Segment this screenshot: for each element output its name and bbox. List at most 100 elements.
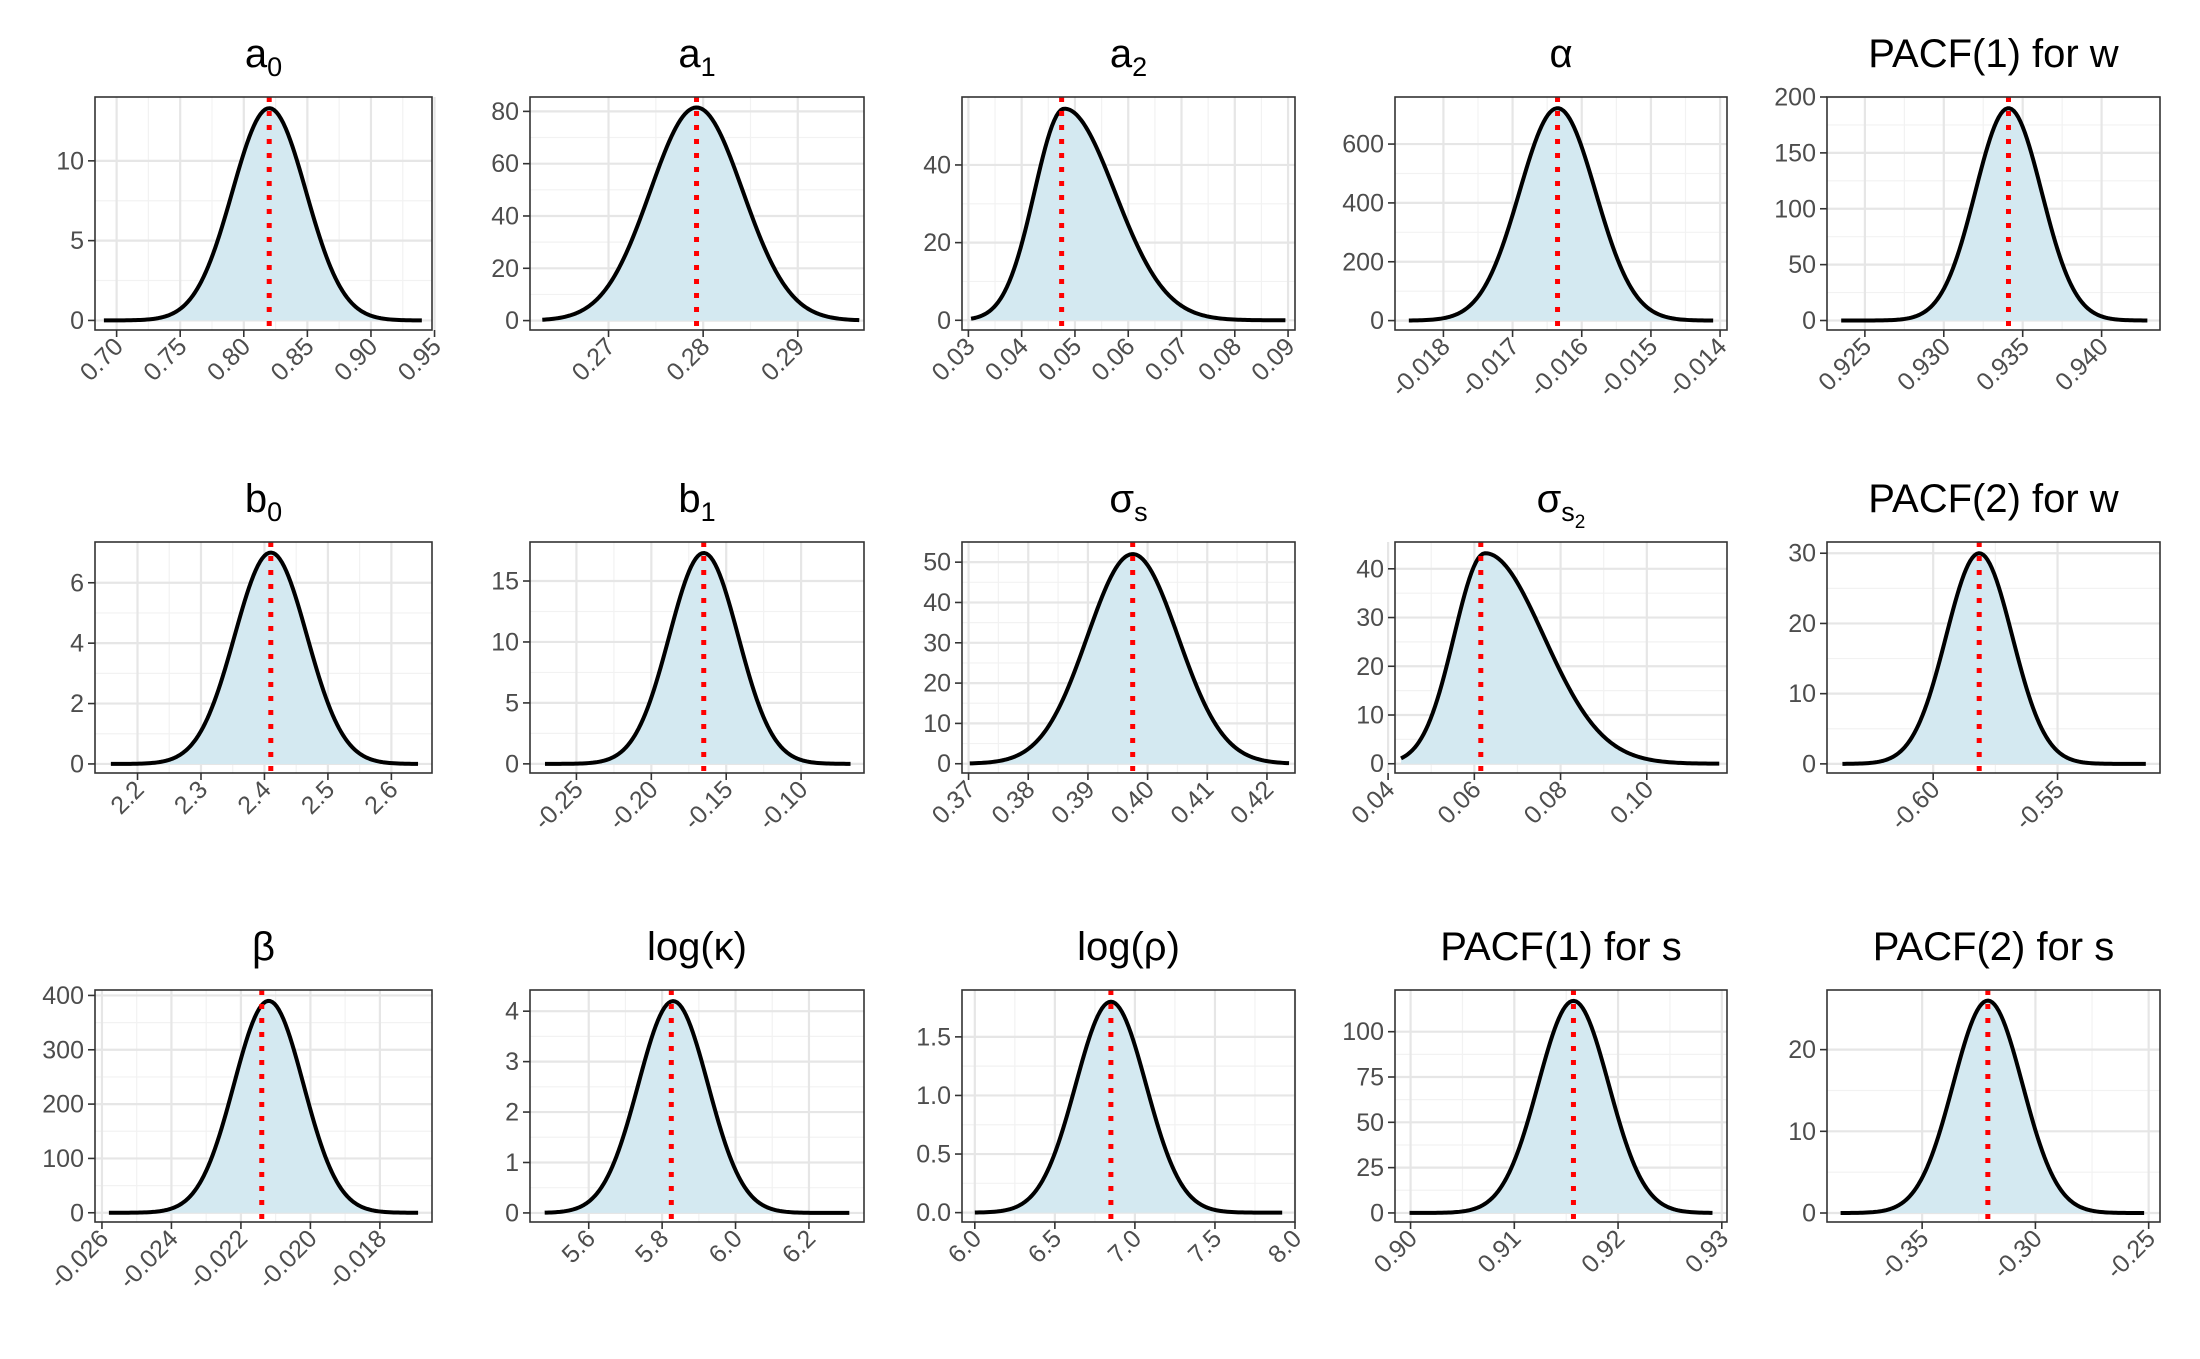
y-tick-label: 40 xyxy=(491,202,519,230)
density-curve xyxy=(110,550,419,766)
y-tick-label: 2 xyxy=(505,1099,519,1127)
panel-title: α xyxy=(1549,32,1572,76)
x-tick-label: 0.90 xyxy=(1369,1224,1423,1278)
y-tick-label: 40 xyxy=(1356,555,1384,583)
y-tick-label: 20 xyxy=(923,670,951,698)
y-tick-label: 75 xyxy=(1356,1064,1384,1092)
x-tick-label: 0.27 xyxy=(567,332,621,386)
panel-7: 0 10 20 30 40 50 0.37 0.38 0.39 0.40 0.41 0.42 σs xyxy=(923,477,1296,830)
x-tick-label: -0.015 xyxy=(1593,332,1663,402)
x-tick-label: 2.6 xyxy=(359,775,403,819)
density-area xyxy=(1409,1000,1713,1213)
panel-border xyxy=(961,541,1296,774)
density-area xyxy=(1840,1000,2145,1214)
x-tick-label: 0.41 xyxy=(1165,775,1219,829)
y-tick-label: 50 xyxy=(1788,251,1816,279)
x-tick-label: -0.017 xyxy=(1455,332,1525,402)
y-tick-label: 0 xyxy=(70,307,84,335)
x-tick-label: 0.06 xyxy=(1432,775,1486,829)
density-area xyxy=(544,553,851,764)
panel-title: a1 xyxy=(678,32,715,82)
x-tick-label: -0.55 xyxy=(2010,775,2070,835)
x-tick-label: 0.08 xyxy=(1193,332,1247,386)
panel-6: 0 5 10 15 -0.25 -0.20 -0.15 -0.10 b1 xyxy=(491,477,865,836)
x-tick-label: 0.03 xyxy=(926,332,980,386)
density-curve xyxy=(542,105,860,323)
y-tick-label: 60 xyxy=(491,150,519,178)
density-curve xyxy=(108,998,419,1215)
x-tick-label: -0.15 xyxy=(678,775,738,835)
x-tick-label: 0.38 xyxy=(986,775,1040,829)
panel-0: 0 5 10 0.70 0.75 0.80 0.85 0.90 0.95 a0 xyxy=(56,32,447,387)
x-tick-label: -0.20 xyxy=(603,775,663,835)
y-tick-label: 20 xyxy=(1356,653,1384,681)
y-tick-label: 0 xyxy=(937,307,951,335)
density-curve xyxy=(1408,106,1714,323)
x-tick-label: 0.42 xyxy=(1225,775,1279,829)
y-tick-label: 4 xyxy=(505,998,519,1026)
x-tick-label: 0.95 xyxy=(393,332,447,386)
y-tick-label: 25 xyxy=(1356,1154,1384,1182)
panel-title: σs2 xyxy=(1537,477,1586,533)
y-tick-label: 20 xyxy=(923,229,951,257)
y-tick-label: 0.0 xyxy=(916,1199,951,1227)
y-tick-label: 1.5 xyxy=(916,1023,951,1051)
x-tick-label: -0.018 xyxy=(1386,332,1456,402)
x-tick-label: 0.80 xyxy=(202,332,256,386)
x-tick-label: 0.90 xyxy=(329,332,383,386)
y-tick-label: 600 xyxy=(1342,131,1384,159)
x-tick-label: 0.05 xyxy=(1033,332,1087,386)
panel-title: PACF(2) for w xyxy=(1868,477,2119,521)
x-tick-label: 6.0 xyxy=(703,1224,747,1268)
y-tick-label: 0.5 xyxy=(916,1141,951,1169)
x-tick-label: 0.07 xyxy=(1140,332,1194,386)
y-tick-label: 0 xyxy=(1370,1199,1384,1227)
y-tick-label: 0 xyxy=(505,750,519,778)
x-tick-label: 0.04 xyxy=(980,332,1034,386)
panel-border xyxy=(1826,989,2161,1223)
y-tick-label: 10 xyxy=(1788,680,1816,708)
density-area xyxy=(1408,108,1714,321)
density-area xyxy=(971,108,1286,321)
x-tick-label: 0.930 xyxy=(1892,332,1956,396)
panel-5: 0 2 4 6 2.2 2.3 2.4 2.5 2.6 b0 xyxy=(70,477,433,820)
panel-border xyxy=(961,989,1296,1223)
panel-11: 0 1 2 3 4 5.6 5.8 6.0 6.2 log(κ) xyxy=(505,925,865,1269)
x-tick-label: -0.35 xyxy=(1874,1224,1934,1284)
y-tick-label: 10 xyxy=(56,147,84,175)
y-tick-label: 30 xyxy=(1356,604,1384,632)
y-tick-label: 0 xyxy=(70,750,84,778)
density-curve xyxy=(1400,551,1720,766)
density-curve xyxy=(544,999,850,1215)
x-tick-label: -0.016 xyxy=(1524,332,1594,402)
x-tick-label: -0.022 xyxy=(183,1224,253,1294)
density-curve xyxy=(1409,998,1713,1215)
density-area xyxy=(974,1001,1283,1213)
y-tick-label: 6 xyxy=(70,569,84,597)
y-tick-label: 5 xyxy=(70,227,84,255)
x-tick-label: 2.5 xyxy=(296,775,340,819)
panel-title: a2 xyxy=(1110,32,1147,82)
density-curve xyxy=(969,552,1290,766)
density-curve xyxy=(974,999,1283,1215)
x-tick-label: -0.25 xyxy=(529,775,589,835)
x-tick-label: 0.940 xyxy=(2050,332,2114,396)
x-tick-label: 6.2 xyxy=(777,1224,821,1268)
y-tick-label: 100 xyxy=(1774,195,1816,223)
panel-border xyxy=(1394,989,1728,1223)
y-tick-label: 300 xyxy=(42,1036,84,1064)
y-tick-label: 0 xyxy=(1370,307,1384,335)
density-curve xyxy=(103,106,422,323)
panel-border xyxy=(94,541,433,774)
panel-title: b0 xyxy=(245,477,282,527)
density-curve xyxy=(544,551,851,766)
panel-title: σs xyxy=(1109,477,1147,527)
density-curve xyxy=(1841,106,2148,323)
y-tick-label: 1.0 xyxy=(916,1082,951,1110)
y-tick-label: 0 xyxy=(937,750,951,778)
y-tick-label: 0 xyxy=(1802,1200,1816,1228)
panel-14: 0 10 20 -0.35 -0.30 -0.25 PACF(2) for s xyxy=(1788,925,2161,1285)
x-tick-label: -0.10 xyxy=(753,775,813,835)
y-tick-label: 20 xyxy=(491,255,519,283)
panel-border xyxy=(1826,96,2161,331)
